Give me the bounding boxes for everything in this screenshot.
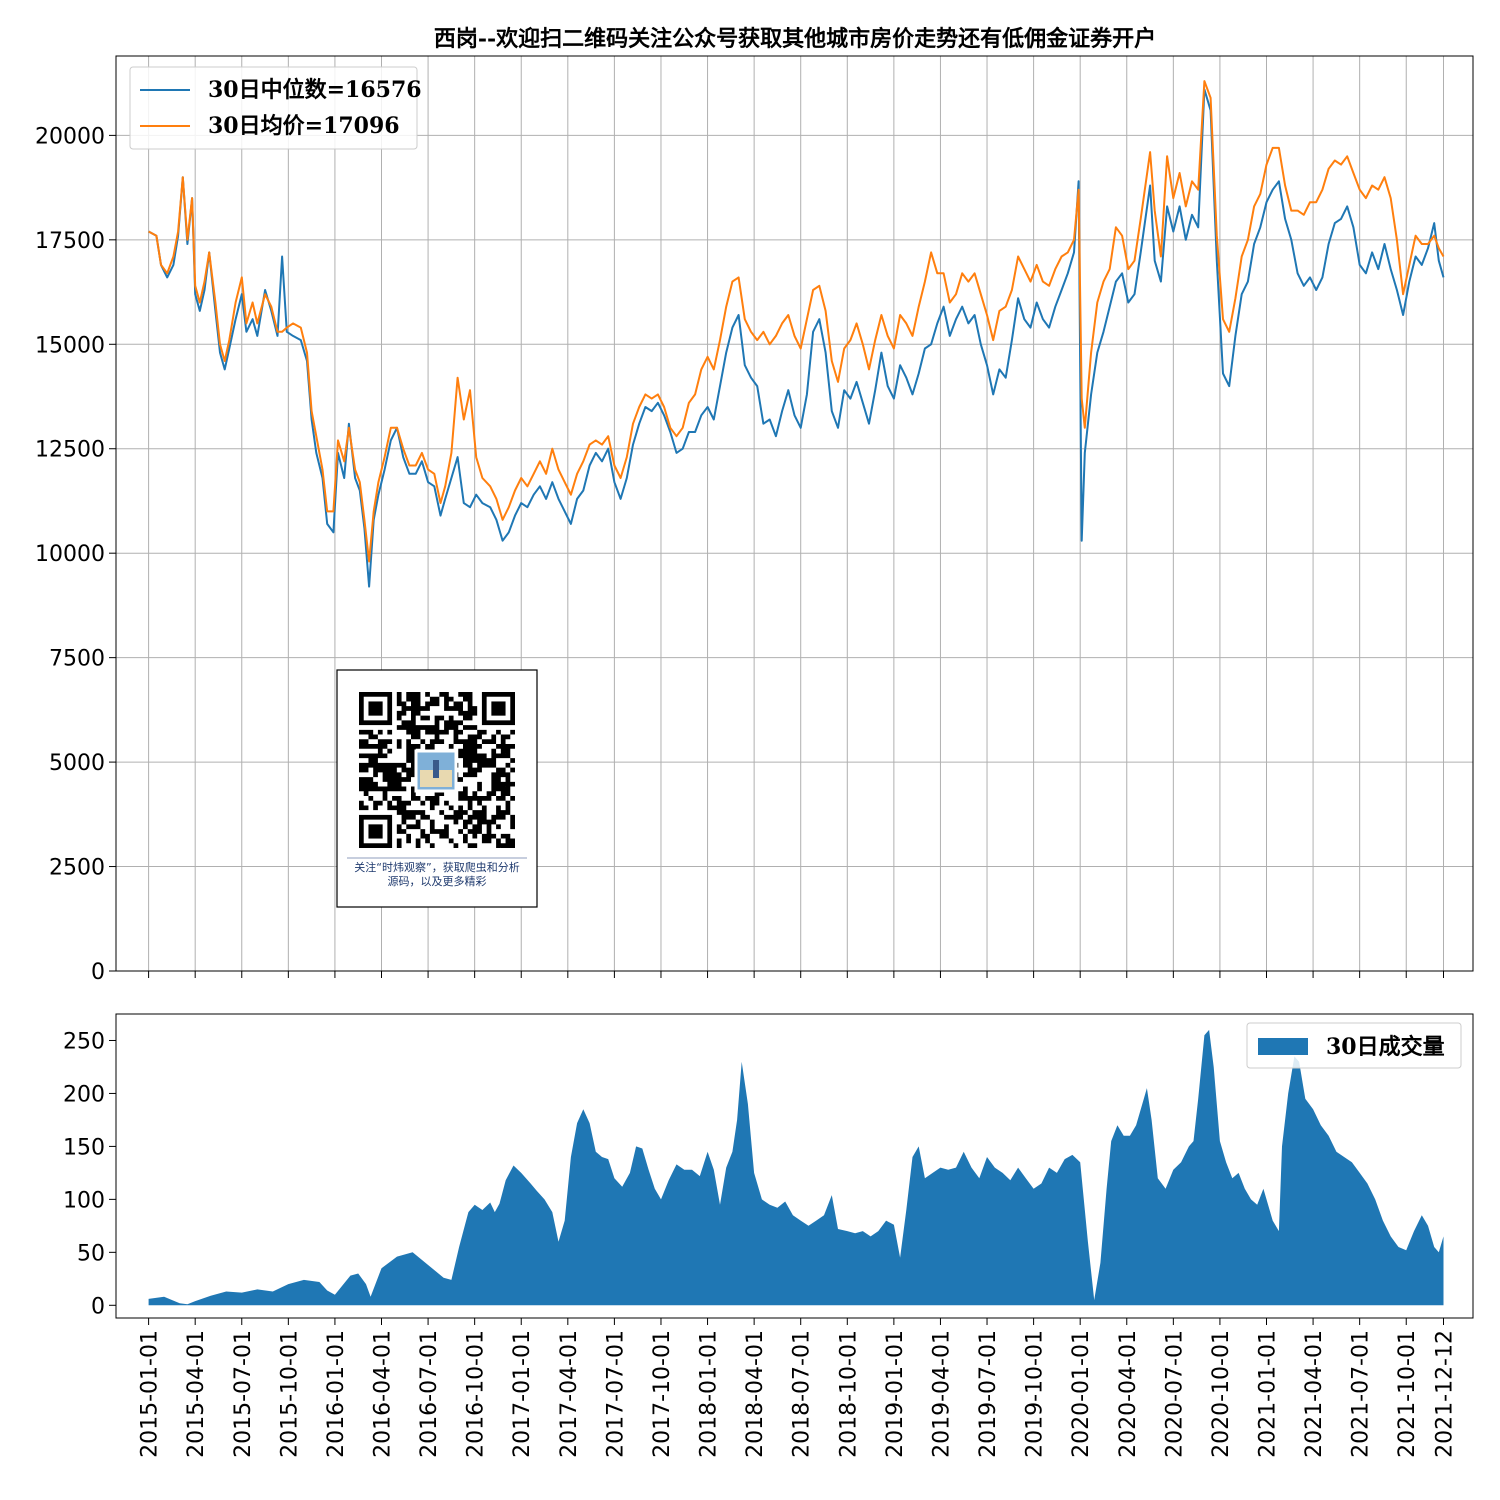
price-legend: 30日中位数=16576 30日均价=17096: [129, 66, 422, 150]
x-tick-label-23: 2020-10-01: [1209, 1330, 1234, 1458]
y-tick-label-6: 15000: [35, 333, 105, 358]
x-tick-label-0: 2015-01-01: [138, 1330, 163, 1458]
date-x-axis: 2015-01-01 2015-04-01 2015-07-01 2015-10-01…: [138, 1318, 1458, 1458]
volume-y-tick-label-5: 250: [63, 1029, 105, 1054]
qr-caption-line-1: 关注“时炜观察”，获取爬虫和分析: [354, 860, 519, 874]
x-tick-label-27: 2021-10-01: [1395, 1330, 1420, 1458]
volume-y-tick-label-2: 100: [63, 1188, 105, 1213]
x-tick-label-9: 2017-04-01: [557, 1330, 582, 1458]
x-tick-label-10: 2017-07-01: [603, 1330, 628, 1458]
chart-title: 西岗--欢迎扫二维码关注公众号获取其他城市房价走势还有低佣金证券开户: [434, 26, 1156, 52]
price-y-axis: 0 2500 5000 7500 10000 12500 15000 17500 20000: [35, 124, 116, 985]
x-tick-label-15: 2018-10-01: [836, 1330, 861, 1458]
x-tick-label-28: 2021-12-12: [1433, 1330, 1458, 1458]
x-tick-label-11: 2017-10-01: [650, 1330, 675, 1458]
x-tick-label-26: 2021-07-01: [1349, 1330, 1374, 1458]
x-tick-label-16: 2019-01-01: [883, 1330, 908, 1458]
qr-caption-line-2: 源码，以及更多精彩: [388, 874, 487, 888]
x-tick-label-6: 2016-07-01: [417, 1330, 442, 1458]
x-tick-label-12: 2018-01-01: [697, 1330, 722, 1458]
volume-y-tick-label-0: 0: [91, 1294, 105, 1319]
x-tick-label-3: 2015-10-01: [277, 1330, 302, 1458]
volume-y-tick-label-4: 200: [63, 1082, 105, 1107]
y-tick-label-0: 0: [91, 960, 105, 985]
qr-code-box: 关注“时炜观察”，获取爬虫和分析 源码，以及更多精彩: [336, 669, 538, 908]
legend-swatch-volume: [1258, 1038, 1308, 1055]
x-tick-label-8: 2017-01-01: [510, 1330, 535, 1458]
y-tick-label-4: 10000: [35, 542, 105, 567]
y-tick-label-7: 17500: [35, 229, 105, 254]
legend-label-median: 30日中位数=16576: [208, 77, 422, 103]
x-tick-label-13: 2018-04-01: [743, 1330, 768, 1458]
x-tick-label-20: 2020-01-01: [1069, 1330, 1094, 1458]
legend-label-average: 30日均价=17096: [208, 113, 400, 139]
price-gridlines: [116, 56, 1473, 972]
y-tick-label-8: 20000: [35, 124, 105, 149]
x-tick-label-25: 2021-04-01: [1302, 1330, 1327, 1458]
x-tick-label-24: 2021-01-01: [1256, 1330, 1281, 1458]
volume-area-0: [148, 1029, 1444, 1306]
volume-y-tick-label-3: 150: [63, 1135, 105, 1160]
volume-y-axis: 0 50 100 150 200 250: [63, 1029, 116, 1319]
x-tick-label-7: 2016-10-01: [464, 1330, 489, 1458]
y-tick-label-1: 2500: [49, 856, 105, 881]
series-line-1: [148, 80, 1445, 563]
price-x-tick-marks: [148, 971, 1444, 978]
y-tick-label-2: 5000: [49, 751, 105, 776]
x-tick-label-19: 2019-10-01: [1023, 1330, 1048, 1458]
x-tick-label-17: 2019-04-01: [929, 1330, 954, 1458]
volume-y-tick-label-1: 50: [77, 1241, 105, 1266]
x-tick-label-22: 2020-07-01: [1162, 1330, 1187, 1458]
y-tick-label-3: 7500: [49, 647, 105, 672]
volume-axes-frame: [115, 1013, 1474, 1319]
x-tick-label-4: 2016-01-01: [324, 1330, 349, 1458]
volume-legend: 30日成交量: [1246, 1022, 1462, 1069]
y-tick-label-5: 12500: [35, 438, 105, 463]
price-panel: 0 2500 5000 7500 10000 12500 15000 17500 20000 3…: [35, 55, 1474, 985]
x-tick-label-5: 2016-04-01: [371, 1330, 396, 1458]
x-tick-label-14: 2018-07-01: [790, 1330, 815, 1458]
series-line-0: [148, 88, 1445, 588]
x-tick-label-2: 2015-07-01: [231, 1330, 256, 1458]
legend-label-volume: 30日成交量: [1326, 1034, 1445, 1060]
price-axes-frame: [115, 55, 1474, 972]
x-tick-label-1: 2015-04-01: [184, 1330, 209, 1458]
x-tick-label-21: 2020-04-01: [1116, 1330, 1141, 1458]
volume-series: [148, 1029, 1444, 1306]
x-tick-label-18: 2019-07-01: [976, 1330, 1001, 1458]
price-series: [148, 80, 1445, 588]
